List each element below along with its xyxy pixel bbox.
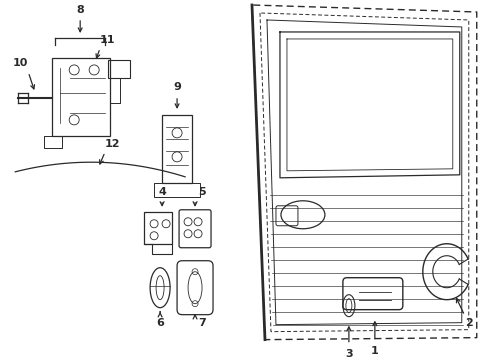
Text: 9: 9 bbox=[173, 82, 181, 92]
Text: 1: 1 bbox=[370, 346, 378, 356]
Text: 8: 8 bbox=[76, 5, 84, 15]
Text: 4: 4 bbox=[158, 187, 166, 197]
Text: 6: 6 bbox=[156, 318, 163, 328]
Text: 3: 3 bbox=[345, 348, 352, 359]
Text: 2: 2 bbox=[464, 318, 472, 328]
Text: 12: 12 bbox=[104, 139, 120, 149]
Text: 5: 5 bbox=[198, 187, 205, 197]
Text: 10: 10 bbox=[13, 58, 28, 68]
Text: 11: 11 bbox=[99, 35, 115, 45]
Text: 7: 7 bbox=[198, 318, 205, 328]
